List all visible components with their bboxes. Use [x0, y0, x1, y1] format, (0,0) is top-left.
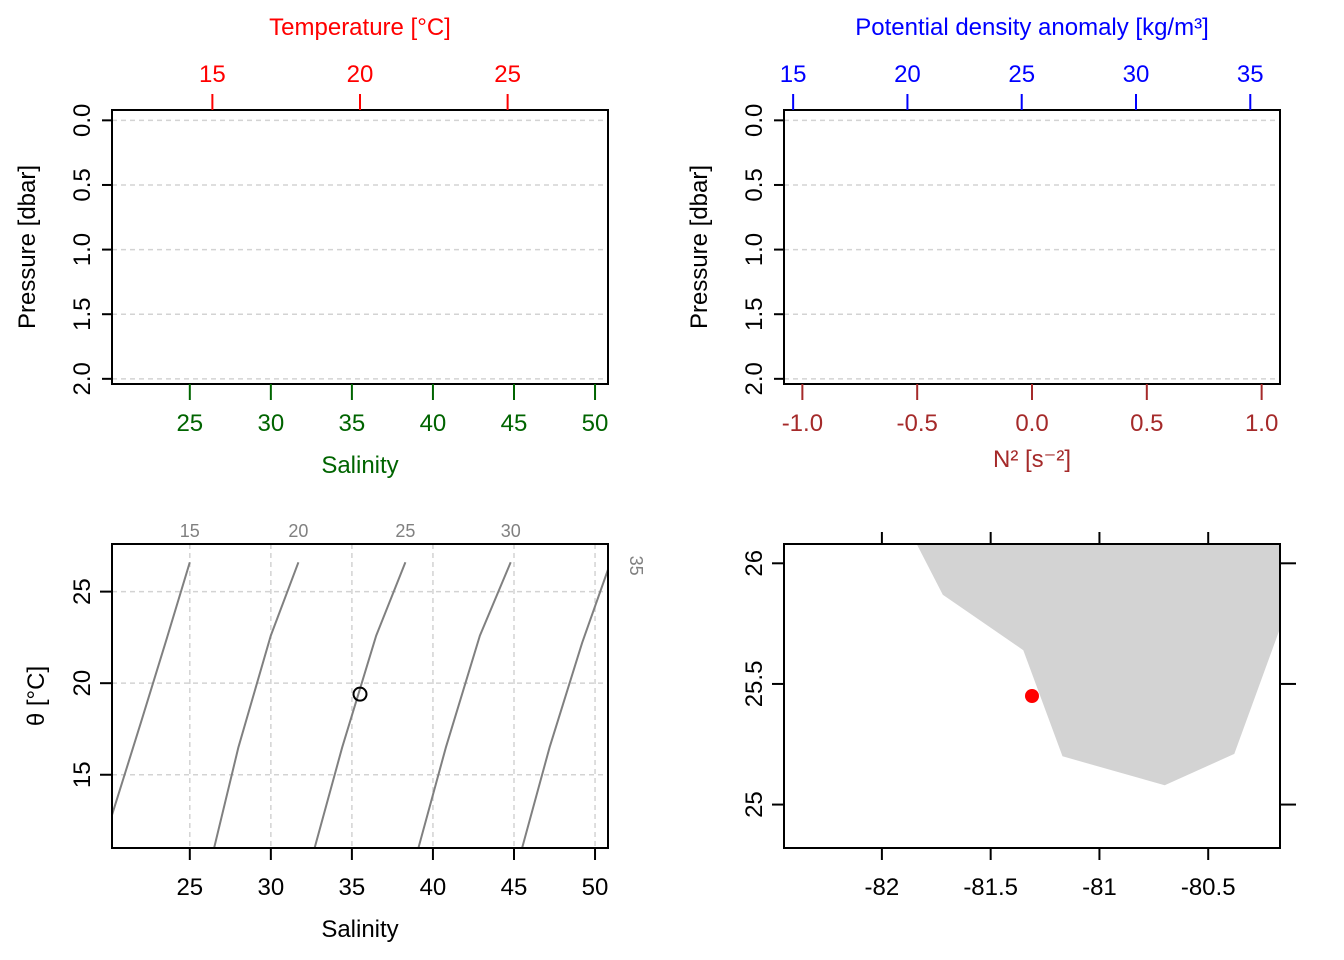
- isopycnal-line: [313, 561, 407, 848]
- profile-density-frame: [783, 109, 1281, 385]
- map-frame: [783, 543, 1281, 849]
- bottom-axis-tick-label: 25: [176, 410, 203, 437]
- bottom-axis-tick-label: 50: [582, 410, 609, 437]
- isopycnal-label: 20: [288, 521, 308, 541]
- ts-x-tick-label: 30: [257, 874, 284, 901]
- isopycnal-line: [521, 569, 608, 848]
- top-axis-tick-label: 25: [494, 61, 521, 88]
- bottom-axis-tick-label: 0.0: [1015, 410, 1048, 437]
- map-panel: -82 -81.5 -81 -80.5 25 25.5 26: [741, 532, 1296, 901]
- density-axis-label: Potential density anomaly [kg/m³]: [855, 14, 1209, 41]
- longitude-tick-label: -81.5: [963, 874, 1018, 901]
- bottom-axis-tick-label: -0.5: [897, 410, 938, 437]
- land-polygon: [916, 544, 1280, 786]
- station-marker: [1025, 689, 1039, 703]
- pressure-tick-label: 0.5: [741, 168, 768, 201]
- salinity-axis-label: Salinity: [321, 452, 398, 479]
- isopycnal-label: 35: [626, 556, 646, 576]
- theta-axis-label: θ [°C]: [23, 666, 50, 726]
- bottom-axis-tick-label: 35: [339, 410, 366, 437]
- bottom-axis-tick-label: -1.0: [782, 410, 823, 437]
- isopycnal-line: [417, 561, 512, 848]
- temperature-axis-label: Temperature [°C]: [269, 14, 451, 41]
- ts-x-tick-label: 35: [339, 874, 366, 901]
- isopycnal-label: 30: [501, 521, 521, 541]
- isopycnal-line: [112, 562, 191, 816]
- bottom-axis-tick-label: 1.0: [1245, 410, 1278, 437]
- latitude-tick-label: 25: [741, 791, 768, 818]
- pressure-tick-label: 1.0: [741, 233, 768, 266]
- latitude-tick-label: 26: [741, 550, 768, 577]
- top-axis-tick-label: 15: [199, 61, 226, 88]
- top-axis-tick-label: 15: [780, 61, 807, 88]
- ts-x-tick-label: 45: [501, 874, 528, 901]
- top-axis-tick-label: 20: [894, 61, 921, 88]
- bottom-axis-tick-label: 0.5: [1130, 410, 1163, 437]
- ts-y-tick-label: 15: [69, 761, 96, 788]
- longitude-tick-label: -82: [865, 874, 900, 901]
- ts-diagram-frame: [111, 543, 609, 849]
- pressure-tick-label: 2.0: [69, 362, 96, 395]
- ts-salinity-axis-label: Salinity: [321, 916, 398, 943]
- pressure-tick-label: 0.0: [69, 104, 96, 137]
- profile-ts-panel: 15 20 25 25 30 35 40 45 50 0.0 0.5 1.0 1.5 2.0 Temp…: [14, 14, 609, 479]
- longitude-tick-label: -81: [1082, 874, 1117, 901]
- profile-density-panel: 15 20 25 30 35 -1.0 -0.5 0.0 0.5 1.0 0.0 0.5 1.0 1.…: [686, 14, 1281, 473]
- top-axis-tick-label: 35: [1237, 61, 1264, 88]
- pressure-tick-label: 0.5: [69, 168, 96, 201]
- bottom-axis-tick-label: 30: [257, 410, 284, 437]
- pressure-tick-label: 2.0: [741, 362, 768, 395]
- ts-x-tick-label: 40: [420, 874, 447, 901]
- latitude-tick-label: 25.5: [741, 661, 768, 708]
- top-axis-tick-label: 30: [1123, 61, 1150, 88]
- ts-y-tick-label: 25: [69, 578, 96, 605]
- isopycnal-label: 25: [395, 521, 415, 541]
- pressure-axis-label-1: Pressure [dbar]: [14, 165, 41, 329]
- ts-data-point: [352, 686, 368, 702]
- pressure-tick-label: 1.5: [69, 298, 96, 331]
- bottom-axis-tick-label: 40: [420, 410, 447, 437]
- pressure-tick-label: 1.0: [69, 233, 96, 266]
- top-axis-tick-label: 20: [347, 61, 374, 88]
- top-axis-tick-label: 25: [1008, 61, 1035, 88]
- pressure-tick-label: 1.5: [741, 298, 768, 331]
- isopycnal-line: [213, 561, 300, 848]
- ts-y-tick-label: 20: [69, 670, 96, 697]
- longitude-tick-label: -80.5: [1181, 874, 1236, 901]
- ts-x-tick-label: 25: [176, 874, 203, 901]
- ts-x-tick-label: 50: [582, 874, 609, 901]
- profile-ts-frame: [111, 109, 609, 385]
- n2-axis-label: N² [s⁻²]: [993, 446, 1071, 473]
- bottom-axis-tick-label: 45: [501, 410, 528, 437]
- pressure-tick-label: 0.0: [741, 104, 768, 137]
- isopycnal-label: 15: [180, 521, 200, 541]
- pressure-axis-label-2: Pressure [dbar]: [686, 165, 713, 329]
